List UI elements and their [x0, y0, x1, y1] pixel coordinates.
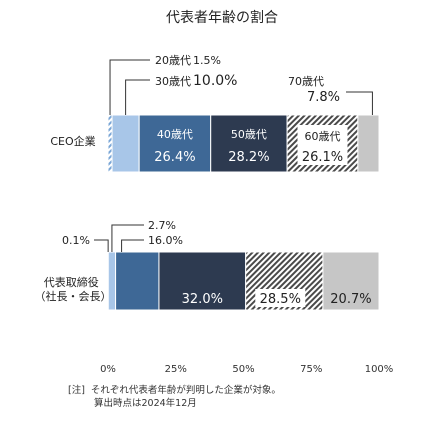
- value-label-60s-rep: 28.5%: [260, 292, 301, 307]
- value-label-40s-rep: 16.0%: [148, 234, 183, 247]
- value-label-70s-rep: 20.7%: [330, 292, 371, 307]
- bar-segment-row1-2: [111, 114, 140, 173]
- footnote-line-1: [注] それぞれ代表者年齢が判明した企業が対象。: [68, 384, 281, 397]
- series-name-50s: 50歳代: [231, 128, 267, 141]
- x-tick-label: 50%: [232, 364, 254, 375]
- leader-40s-rep: [121, 239, 144, 252]
- value-label-20s-rep: 0.1%: [62, 234, 90, 247]
- bar-segment-row2-3: [115, 251, 160, 311]
- bar-segment-row1-6: [357, 114, 380, 173]
- leader-20s-ceo: [109, 59, 150, 115]
- footnote-line-2: 算出時点は2024年12月: [68, 397, 281, 410]
- x-tick-label: 0%: [100, 364, 116, 375]
- label-bg-60s-ceo: [297, 125, 348, 165]
- bar-segment-row2-4: [158, 251, 247, 311]
- category-label-ceo: CEO企業: [50, 134, 95, 148]
- x-tick-label: 75%: [300, 364, 322, 375]
- x-tick-label: 100%: [365, 364, 394, 375]
- series-name-40s: 40歳代: [157, 128, 193, 141]
- value-label-20s-ceo: 1.5%: [193, 54, 221, 67]
- footnote: [注] それぞれ代表者年齢が判明した企業が対象。 算出時点は2024年12月: [68, 384, 281, 410]
- x-axis-ticks: 0% 25% 50% 75% 100%: [100, 364, 393, 375]
- series-name-20s: 20歳代: [155, 54, 191, 67]
- bar-segment-row2-6: [322, 251, 380, 311]
- value-label-30s-rep: 2.7%: [148, 219, 176, 232]
- footnote-text-1: それぞれ代表者年齢が判明した企業が対象。: [90, 385, 281, 396]
- bar-segment-row1-3: [138, 114, 212, 173]
- footnote-label: [注]: [68, 385, 85, 396]
- value-label-30s-ceo: 10.0%: [193, 73, 237, 89]
- value-label-60s-ceo: 26.1%: [302, 150, 343, 165]
- series-name-60s: 60歳代: [304, 130, 340, 143]
- value-label-60s-rep-bg: [255, 289, 306, 307]
- footnote-text-2: 算出時点は2024年12月: [94, 398, 197, 409]
- leader-70s-ceo: [346, 91, 373, 115]
- category-label-representative: 代表取締役 （社長・会長）: [35, 275, 112, 303]
- value-label-50s-rep: 32.0%: [182, 292, 223, 307]
- value-label-40s-ceo: 26.4%: [154, 150, 195, 165]
- series-name-30s: 30歳代: [155, 75, 191, 88]
- bar-segment-row2-2: [107, 251, 117, 311]
- bar-segment-row1-1: [107, 114, 113, 173]
- value-label-50s-ceo: 28.2%: [228, 150, 269, 165]
- chart-title: 代表者年齢の割合: [166, 9, 278, 26]
- leader-30s-rep: [111, 224, 144, 252]
- leader-lines: [94, 59, 373, 252]
- value-label-70s-ceo: 7.8%: [307, 90, 340, 105]
- leader-20s-rep: [94, 239, 109, 252]
- leader-30s-ceo: [125, 79, 150, 115]
- series-name-70s: 70歳代: [288, 75, 324, 88]
- x-tick-label: 25%: [165, 364, 187, 375]
